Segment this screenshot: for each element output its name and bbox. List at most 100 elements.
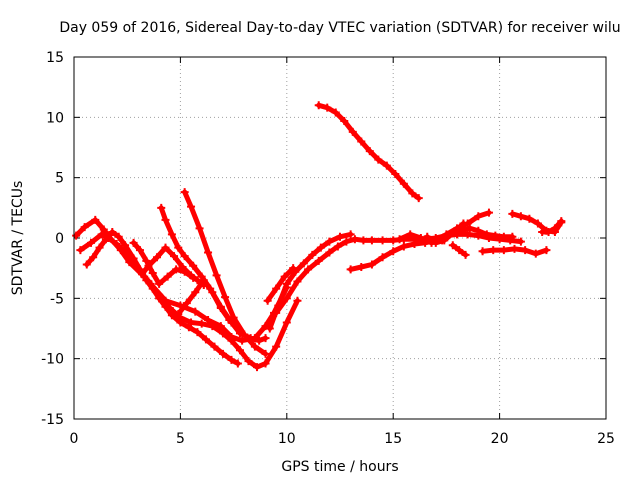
data-point	[516, 212, 525, 221]
data-point	[197, 319, 206, 328]
data-point	[314, 256, 323, 265]
data-point	[282, 318, 291, 327]
data-point	[191, 307, 200, 316]
y-tick-label: -15	[41, 412, 64, 428]
y-tick-label: 0	[55, 231, 64, 247]
data-point	[225, 316, 234, 325]
data-point	[221, 293, 230, 302]
data-point	[180, 188, 189, 197]
data-point	[129, 254, 138, 263]
data-point	[448, 241, 457, 250]
data-point	[531, 249, 540, 258]
series-arc19	[538, 217, 566, 236]
data-point	[416, 234, 425, 242]
x-tick-label: 10	[278, 431, 296, 447]
series-arc7	[138, 243, 208, 290]
data-point	[240, 330, 249, 339]
data-point	[299, 259, 308, 268]
data-point	[346, 230, 355, 239]
data-point	[314, 101, 323, 110]
data-point	[182, 299, 191, 308]
data-point	[378, 236, 387, 245]
data-point	[187, 271, 196, 280]
data-point	[325, 237, 334, 246]
data-point	[465, 224, 474, 233]
data-point	[193, 328, 202, 337]
data-point	[357, 137, 366, 146]
y-tick-label: 15	[46, 50, 64, 66]
series-line	[182, 189, 268, 357]
data-point	[542, 246, 551, 255]
data-point	[152, 253, 161, 262]
data-point	[499, 232, 508, 241]
data-point	[282, 279, 291, 288]
data-point	[250, 342, 259, 351]
data-point	[97, 230, 106, 239]
data-point	[544, 227, 553, 236]
data-point	[382, 161, 391, 170]
x-tick-label: 15	[384, 431, 402, 447]
data-point	[282, 294, 291, 303]
data-point	[89, 253, 98, 262]
data-point	[163, 272, 172, 281]
data-point	[208, 322, 217, 331]
data-point	[508, 209, 517, 218]
data-point	[463, 230, 472, 239]
data-point	[484, 208, 493, 217]
data-point	[227, 355, 236, 364]
data-point	[391, 170, 400, 179]
data-point	[272, 342, 281, 351]
data-point	[216, 303, 225, 312]
data-point	[172, 265, 181, 274]
data-point	[261, 334, 270, 343]
y-axis-label: SDTVAR / TECUs	[10, 181, 26, 296]
data-point	[359, 236, 368, 245]
data-point	[350, 235, 359, 244]
y-tick-label: -10	[41, 352, 64, 368]
y-axis-ticks: -15 -10 -5 0 5 10 15	[41, 50, 606, 428]
data-point	[218, 349, 227, 358]
series-arc3	[82, 227, 242, 368]
data-point	[174, 310, 183, 319]
data-point	[218, 329, 227, 338]
series-arc5	[180, 188, 270, 358]
data-point	[208, 288, 217, 297]
data-point	[365, 147, 374, 156]
data-point	[378, 253, 387, 262]
data-point	[374, 155, 383, 164]
data-point	[195, 224, 204, 233]
data-point	[138, 270, 147, 279]
data-point	[238, 336, 247, 345]
data-point	[161, 243, 170, 252]
data-point	[72, 231, 81, 240]
data-point	[499, 246, 508, 255]
x-tick-label: 0	[70, 431, 79, 447]
data-point	[521, 246, 530, 255]
data-point	[340, 116, 349, 125]
plot-frame	[73, 56, 607, 420]
data-point	[178, 262, 187, 271]
data-point	[304, 265, 313, 274]
data-point	[255, 336, 264, 345]
data-point	[280, 272, 289, 281]
data-point	[161, 215, 170, 224]
data-point	[367, 260, 376, 269]
data-point	[461, 250, 470, 259]
x-axis-label: GPS time / hours	[281, 459, 398, 475]
data-point	[261, 359, 270, 368]
data-point	[142, 256, 151, 265]
data-point	[233, 359, 242, 368]
data-point	[399, 179, 408, 188]
data-point	[161, 302, 170, 311]
data-point	[87, 238, 96, 247]
y-tick-label: -5	[50, 291, 64, 307]
data-point	[142, 276, 151, 285]
data-point	[533, 219, 542, 228]
data-point	[191, 288, 200, 297]
data-point	[525, 214, 534, 223]
data-point	[474, 212, 483, 221]
data-point	[491, 231, 500, 240]
data-point	[431, 238, 440, 247]
data-point	[406, 230, 415, 239]
data-point	[308, 250, 317, 259]
